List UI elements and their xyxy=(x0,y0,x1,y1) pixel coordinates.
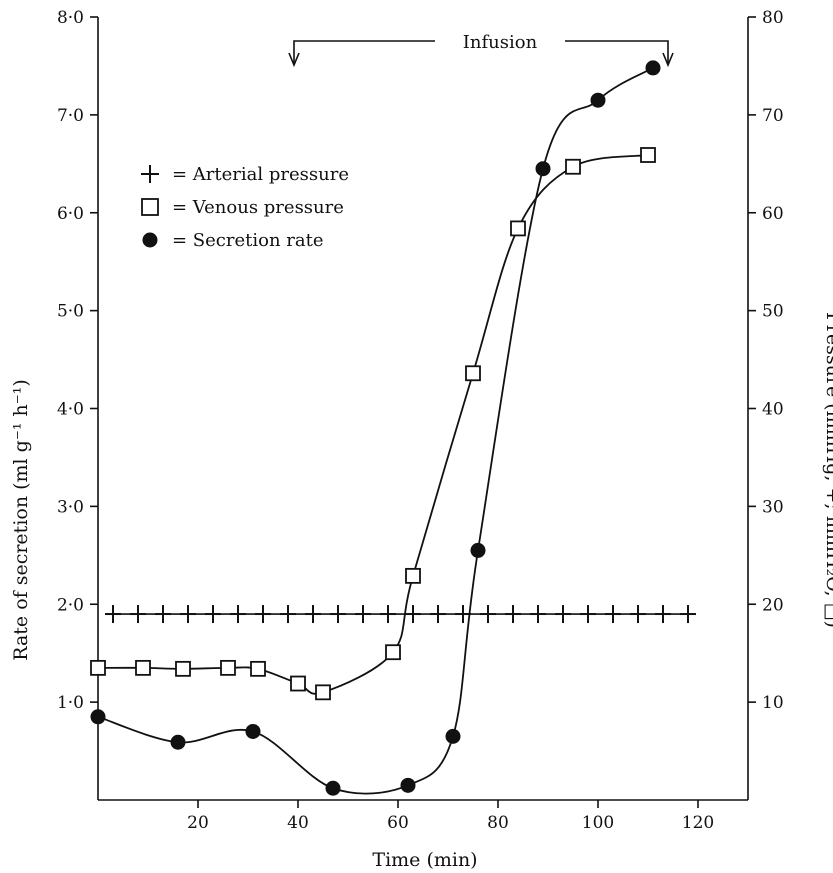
venous-pressure-point xyxy=(175,660,191,677)
arterial-pressure-point xyxy=(430,605,446,624)
secretion-rate-point xyxy=(645,60,661,76)
arterial-pressure-point xyxy=(255,605,271,624)
secretion-rate-curve xyxy=(97,67,654,795)
secretion-rate-point xyxy=(170,734,186,750)
arterial-pressure-point xyxy=(180,605,196,624)
y-left-tick-label: 6·0 xyxy=(57,204,84,224)
arterial-pressure-point xyxy=(380,605,396,624)
venous-pressure-point xyxy=(250,660,266,677)
infusion-bracket-left xyxy=(293,40,435,63)
y-left-tick-label: 4·0 xyxy=(57,400,84,420)
y-left-tick-label: 2·0 xyxy=(57,595,84,615)
legend-square-icon xyxy=(141,198,159,216)
x-tick-label: 40 xyxy=(287,813,309,833)
arterial-pressure-point xyxy=(205,605,221,624)
x-tick-label: 20 xyxy=(187,813,209,833)
legend-circle-icon xyxy=(142,232,158,248)
arterial-pressure-point xyxy=(305,605,321,624)
secretion-rate-point xyxy=(325,780,341,796)
data-marks xyxy=(90,60,696,796)
arterial-pressure-point xyxy=(405,605,421,624)
arterial-pressure-point xyxy=(605,605,621,624)
venous-pressure-point xyxy=(315,684,331,701)
y-axis-right-label: Pressure (mmHg, +; mmH₂O, □) xyxy=(822,312,833,628)
axes: 20 40 60 80 100 120 1·0 2·0 3·0 4·0 5·0 6·0 7·0 8·0 10… xyxy=(57,8,784,833)
y-right-tick-label: 50 xyxy=(762,302,784,322)
y-left-tick-label: 8·0 xyxy=(57,8,84,28)
secretion-rate-point xyxy=(470,542,486,558)
x-tick-label: 120 xyxy=(682,813,714,833)
venous-pressure-point xyxy=(90,659,106,676)
venous-pressure-point xyxy=(465,365,481,382)
y-left-tick-label: 3·0 xyxy=(57,497,84,517)
venous-pressure-point xyxy=(640,147,656,163)
venous-pressure-point xyxy=(220,659,236,676)
y-left-tick-label: 5·0 xyxy=(57,302,84,322)
arterial-pressure-point xyxy=(230,605,246,624)
arterial-pressure-point xyxy=(105,605,121,624)
y-right-tick-label: 80 xyxy=(762,8,784,28)
venous-pressure-point xyxy=(385,644,401,661)
x-tick-label: 60 xyxy=(387,813,409,833)
y-right-tick-label: 30 xyxy=(762,497,784,517)
legend-label: = Venous pressure xyxy=(172,197,344,218)
down-arrow-icon xyxy=(288,52,300,68)
arterial-pressure-point xyxy=(580,605,596,624)
x-tick-label: 100 xyxy=(582,813,614,833)
venous-pressure-point xyxy=(135,659,151,676)
arterial-pressure-point xyxy=(280,605,296,624)
arterial-pressure-point xyxy=(655,605,671,624)
y-left-tick-label: 1·0 xyxy=(57,693,84,713)
down-arrow-icon xyxy=(662,52,674,68)
y-right-tick-label: 40 xyxy=(762,400,784,420)
secretion-rate-point xyxy=(590,92,606,108)
secretion-rate-point xyxy=(245,723,261,739)
secretion-rate-point xyxy=(90,709,106,725)
infusion-bracket-right xyxy=(565,40,669,63)
y-right-tick-label: 20 xyxy=(762,595,784,615)
arterial-pressure-point xyxy=(330,605,346,624)
y-right-tick-label: 60 xyxy=(762,204,784,224)
y-right-tick-label: 70 xyxy=(762,106,784,126)
legend: = Arterial pressure = Venous pressure = Se… xyxy=(141,164,349,251)
x-axis-label: Time (min) xyxy=(372,849,477,871)
secretion-rate-point xyxy=(400,777,416,793)
arterial-pressure-point xyxy=(555,605,571,624)
venous-pressure-point xyxy=(290,675,306,692)
arterial-pressure-point xyxy=(355,605,371,624)
arterial-pressure-point xyxy=(130,605,146,624)
venous-pressure-point xyxy=(565,158,581,175)
arterial-pressure-point xyxy=(680,605,696,624)
secretion-rate-point xyxy=(535,161,551,177)
arterial-pressure-point xyxy=(630,605,646,624)
arterial-pressure-point xyxy=(155,605,171,624)
infusion-label: Infusion xyxy=(463,32,538,53)
arterial-pressure-point xyxy=(505,605,521,624)
legend-label: = Secretion rate xyxy=(172,230,324,251)
arterial-pressure-point xyxy=(455,605,471,624)
venous-pressure-point xyxy=(405,567,421,584)
x-tick-label: 80 xyxy=(487,813,509,833)
y-right-tick-label: 10 xyxy=(762,693,784,713)
venous-pressure-point xyxy=(510,220,526,237)
arterial-pressure-point xyxy=(480,605,496,624)
arterial-pressure-point xyxy=(530,605,546,624)
secretion-rate-point xyxy=(445,728,461,744)
infusion-annotation: Infusion xyxy=(288,32,674,68)
y-axis-left-label: Rate of secretion (ml g⁻¹ h⁻¹) xyxy=(10,379,32,661)
legend-label: = Arterial pressure xyxy=(172,164,349,185)
y-left-tick-label: 7·0 xyxy=(57,106,84,126)
